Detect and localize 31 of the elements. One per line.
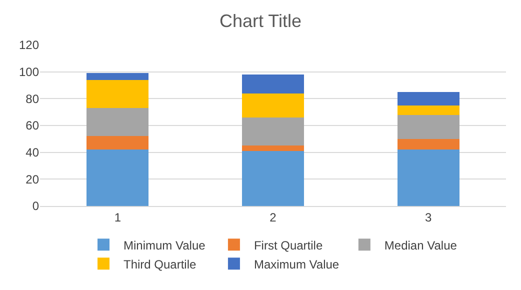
bar	[86, 150, 149, 206]
y-tick-label: 100	[18, 65, 40, 80]
bar	[86, 80, 149, 108]
x-tick-label: 3	[424, 210, 432, 224]
y-tick-label: 80	[26, 92, 40, 106]
y-tick-label: 40	[26, 146, 40, 160]
chart-title: Chart Title	[219, 11, 302, 32]
x-tick-label: 1	[114, 210, 122, 224]
bar	[397, 105, 460, 115]
legend-label: Median Value	[384, 238, 458, 252]
y-tick-label: 120	[18, 38, 40, 52]
bar	[86, 136, 149, 150]
bar	[242, 150, 304, 206]
bar	[242, 74, 304, 94]
bar	[242, 146, 304, 151]
bar	[242, 117, 304, 146]
bar	[242, 93, 304, 118]
bar	[397, 138, 460, 150]
y-tick-label: 0	[32, 199, 40, 214]
bar	[397, 92, 460, 106]
legend-label: Minimum Value	[124, 238, 206, 252]
legend-label: Third Quartile	[124, 257, 197, 272]
x-tick-label: 2	[270, 210, 277, 224]
legend-label: First Quartile	[254, 238, 323, 252]
bar	[86, 108, 149, 136]
bar	[86, 73, 149, 80]
y-tick-label: 20	[26, 172, 40, 186]
y-tick-label: 60	[26, 118, 40, 133]
bar	[397, 114, 460, 139]
legend-label: Maximum Value	[254, 257, 340, 272]
bar	[397, 150, 460, 206]
